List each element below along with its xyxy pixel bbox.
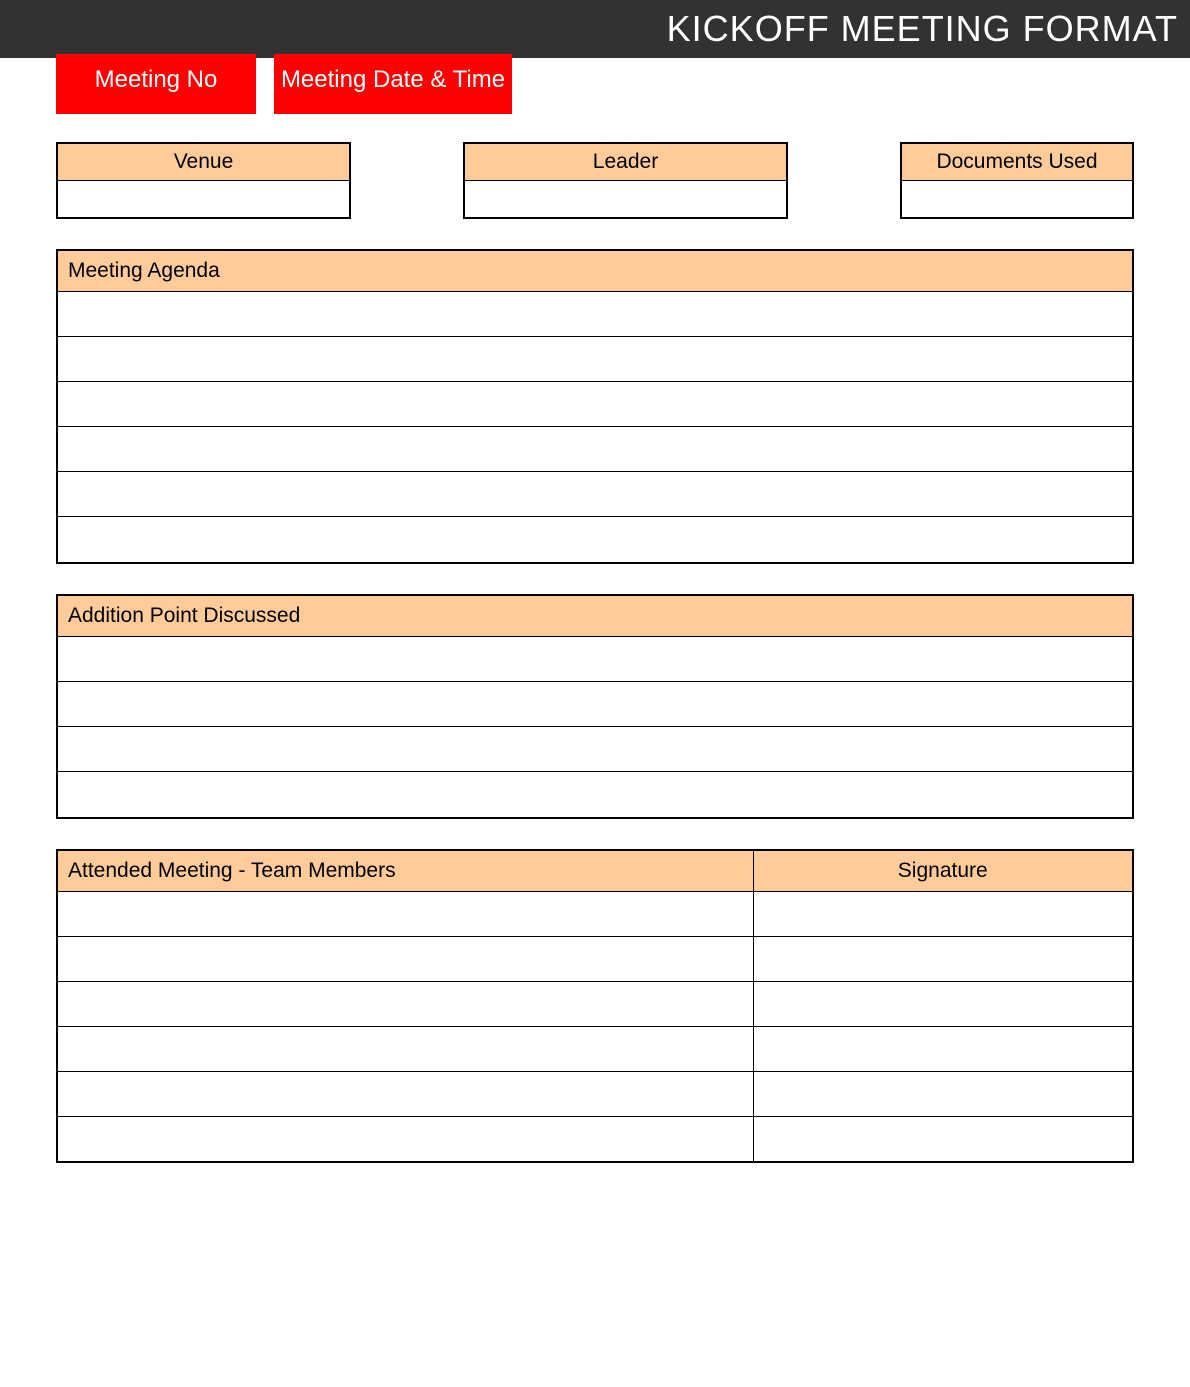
venue-value[interactable]: [58, 181, 349, 217]
attendance-row: [57, 1027, 1133, 1072]
additional-title: Addition Point Discussed: [58, 596, 1132, 637]
attendance-signature-cell[interactable]: [753, 982, 1133, 1027]
attendance-table: Attended Meeting - Team Members Signatur…: [56, 849, 1134, 1163]
attendance-signature-cell[interactable]: [753, 1072, 1133, 1117]
agenda-row[interactable]: [58, 427, 1132, 472]
agenda-row[interactable]: [58, 472, 1132, 517]
agenda-row[interactable]: [58, 292, 1132, 337]
documents-box: Documents Used: [900, 142, 1134, 219]
attendance-member-cell[interactable]: [57, 937, 753, 982]
agenda-title: Meeting Agenda: [58, 251, 1132, 292]
info-row: Venue Leader Documents Used: [56, 142, 1134, 219]
leader-value[interactable]: [465, 181, 786, 217]
attendance-signature-cell[interactable]: [753, 937, 1133, 982]
additional-row[interactable]: [58, 772, 1132, 817]
documents-header: Documents Used: [902, 144, 1132, 181]
leader-box: Leader: [463, 142, 788, 219]
meeting-datetime-label: Meeting Date & Time: [281, 66, 505, 93]
agenda-row[interactable]: [58, 337, 1132, 382]
attendance-row: [57, 937, 1133, 982]
page-title: KICKOFF MEETING FORMAT: [667, 8, 1178, 49]
red-box-row: Meeting No Meeting Date & Time: [56, 54, 1134, 114]
documents-value[interactable]: [902, 181, 1132, 217]
agenda-row[interactable]: [58, 517, 1132, 562]
attendance-signature-cell[interactable]: [753, 1117, 1133, 1162]
meeting-no-label: Meeting No: [95, 66, 218, 93]
leader-header: Leader: [465, 144, 786, 181]
attendance-member-cell[interactable]: [57, 1072, 753, 1117]
attendance-members-header: Attended Meeting - Team Members: [57, 850, 753, 892]
meeting-datetime-box: Meeting Date & Time: [274, 54, 512, 114]
agenda-row[interactable]: [58, 382, 1132, 427]
additional-row[interactable]: [58, 727, 1132, 772]
venue-box: Venue: [56, 142, 351, 219]
attendance-row: [57, 1117, 1133, 1162]
additional-section: Addition Point Discussed: [56, 594, 1134, 819]
attendance-row: [57, 982, 1133, 1027]
attendance-row: [57, 892, 1133, 937]
attendance-member-cell[interactable]: [57, 1117, 753, 1162]
content-area: Meeting No Meeting Date & Time Venue Lea…: [0, 54, 1190, 1203]
attendance-member-cell[interactable]: [57, 982, 753, 1027]
additional-row[interactable]: [58, 682, 1132, 727]
attendance-signature-cell[interactable]: [753, 1027, 1133, 1072]
attendance-row: [57, 1072, 1133, 1117]
page-header: KICKOFF MEETING FORMAT: [0, 0, 1190, 58]
attendance-member-cell[interactable]: [57, 1027, 753, 1072]
agenda-section: Meeting Agenda: [56, 249, 1134, 564]
venue-header: Venue: [58, 144, 349, 181]
meeting-no-box: Meeting No: [56, 54, 256, 114]
attendance-signature-header: Signature: [753, 850, 1133, 892]
attendance-signature-cell[interactable]: [753, 892, 1133, 937]
attendance-member-cell[interactable]: [57, 892, 753, 937]
additional-row[interactable]: [58, 637, 1132, 682]
